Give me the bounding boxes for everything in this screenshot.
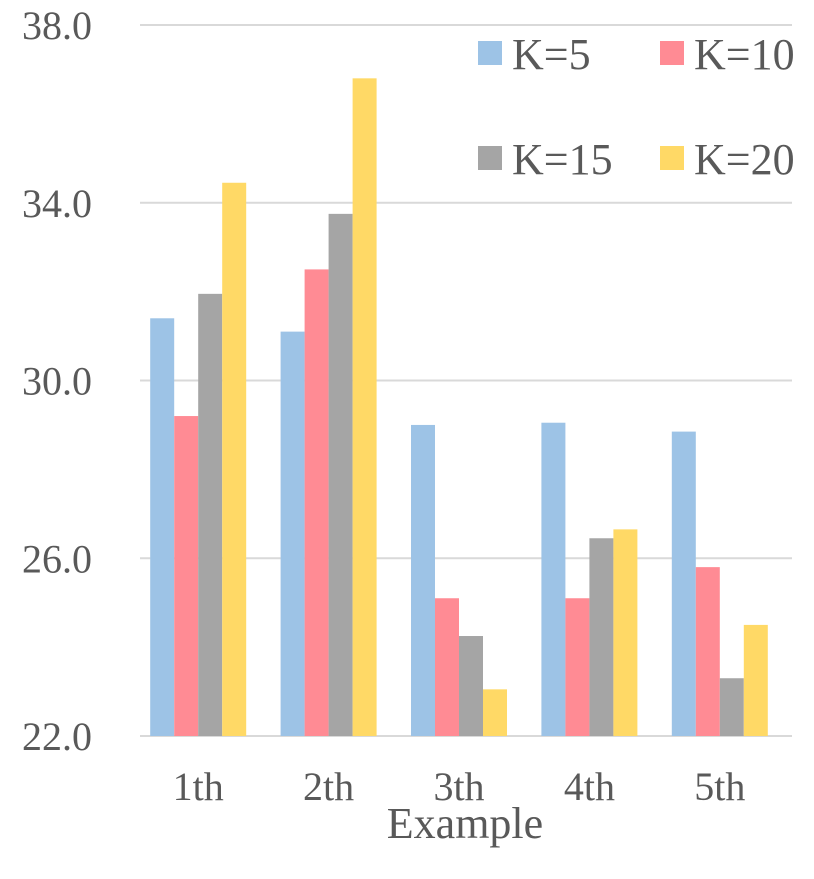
bar-k20-2th [352, 78, 377, 736]
y-tick-label: 26.0 [22, 536, 92, 581]
bar-k10-5th [695, 567, 720, 736]
legend-label: K=10 [694, 30, 795, 79]
bar-k5-4th [541, 422, 566, 736]
bar-k5-5th [671, 431, 696, 736]
bar-k15-1th [198, 293, 223, 736]
bar-k15-4th [589, 538, 614, 736]
legend-swatch [660, 41, 684, 65]
legend-swatch [478, 146, 502, 170]
legend-label: K=5 [512, 30, 591, 79]
x-tick-label: 3th [433, 764, 484, 809]
x-axis-ticks: 1th 2th 3th 4th 5th [173, 764, 746, 809]
legend: K=5 K=10 K=15 K=20 [478, 30, 795, 184]
legend-swatch [478, 41, 502, 65]
bar-k15-3th [459, 636, 483, 736]
bar-k5-3th [411, 424, 435, 736]
bar-k10-3th [435, 598, 459, 736]
y-tick-label: 38.0 [22, 3, 92, 48]
bar-k15-2th [328, 213, 353, 736]
y-tick-label: 34.0 [22, 181, 92, 226]
bar-k10-2th [304, 269, 329, 736]
bar-k20-3th [483, 689, 507, 736]
bar-k5-1th [150, 318, 175, 736]
bar-k20-1th [222, 182, 247, 737]
legend-label: K=20 [694, 135, 795, 184]
bars [150, 78, 768, 737]
y-tick-label: 30.0 [22, 359, 92, 404]
bar-k10-1th [174, 416, 199, 736]
bar-k15-5th [719, 678, 744, 736]
legend-label: K=15 [512, 135, 613, 184]
y-tick-label: 22.0 [22, 714, 92, 759]
x-tick-label: 4th [564, 764, 615, 809]
y-axis-ticks: 22.0 26.0 30.0 34.0 38.0 [22, 3, 92, 759]
bar-k20-5th [743, 624, 768, 736]
legend-swatch [660, 146, 684, 170]
bar-k20-4th [613, 529, 638, 736]
x-tick-label: 5th [694, 764, 745, 809]
x-tick-label: 2th [303, 764, 354, 809]
bar-k5-2th [280, 331, 305, 736]
bar-k10-4th [565, 598, 590, 736]
x-axis-title: Example [387, 799, 543, 848]
x-tick-label: 1th [173, 764, 224, 809]
